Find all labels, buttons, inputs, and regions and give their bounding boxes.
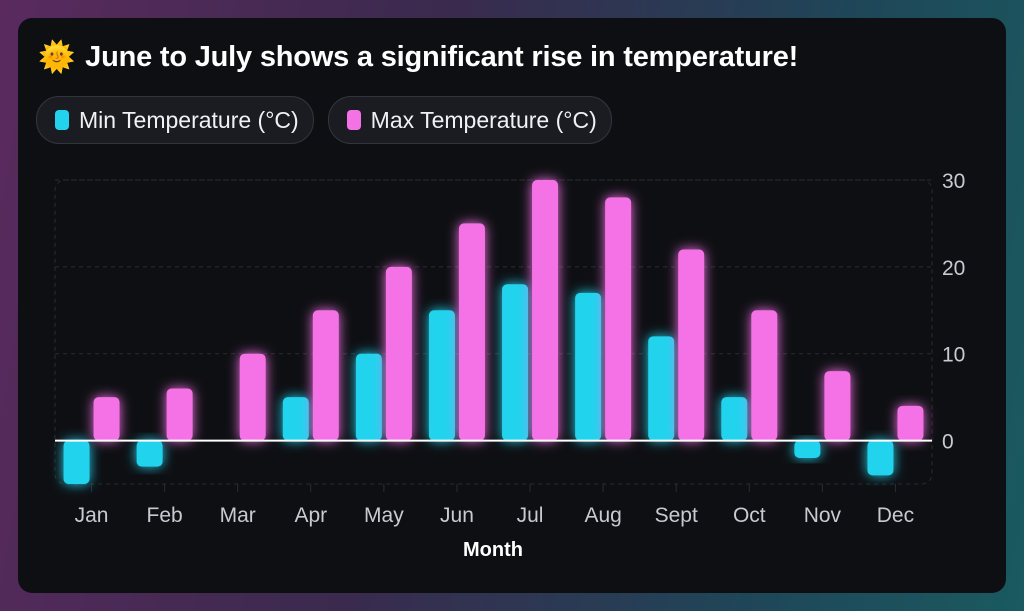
x-tick-label: Aug bbox=[584, 504, 621, 527]
bar-max-nov bbox=[824, 371, 851, 441]
bar-min-oct bbox=[721, 397, 748, 441]
legend: Min Temperature (°C) Max Temperature (°C… bbox=[36, 96, 612, 144]
chart-title: 🌞 June to July shows a significant rise … bbox=[38, 40, 798, 75]
bar-max-sept bbox=[678, 249, 705, 441]
bar-min-jul bbox=[502, 284, 529, 441]
bar-max-jun bbox=[458, 223, 485, 441]
sun-with-face-icon: 🌞 bbox=[38, 41, 76, 74]
plot-frame bbox=[54, 179, 933, 485]
y-tick-label: 30 bbox=[942, 170, 965, 193]
x-tick-label: Oct bbox=[733, 504, 766, 527]
y-tick-label: 0 bbox=[942, 431, 954, 454]
x-axis-label: Month bbox=[463, 539, 523, 561]
legend-item-max[interactable]: Max Temperature (°C) bbox=[327, 96, 612, 144]
legend-label-max: Max Temperature (°C) bbox=[370, 106, 597, 133]
legend-item-min[interactable]: Min Temperature (°C) bbox=[36, 96, 314, 144]
bar-min-jan bbox=[63, 440, 90, 484]
x-tick-label: Sept bbox=[655, 504, 698, 527]
bar-min-may bbox=[355, 353, 382, 441]
bar-min-feb bbox=[136, 440, 163, 467]
bar-max-apr bbox=[312, 310, 339, 441]
bar-max-aug bbox=[605, 197, 632, 441]
y-tick-label: 20 bbox=[942, 257, 965, 280]
x-tick-label: Dec bbox=[877, 504, 914, 527]
bar-max-mar bbox=[239, 353, 266, 441]
legend-label-min: Min Temperature (°C) bbox=[79, 106, 299, 133]
bar-max-jul bbox=[532, 180, 559, 441]
chart-title-text: June to July shows a significant rise in… bbox=[85, 41, 799, 73]
bar-max-feb bbox=[166, 388, 193, 441]
x-tick-label: Jan bbox=[75, 504, 109, 527]
bar-max-jan bbox=[93, 397, 120, 441]
y-tick-label: 10 bbox=[942, 344, 965, 367]
bar-min-sept bbox=[648, 336, 675, 441]
x-tick-label: Mar bbox=[220, 504, 256, 527]
legend-swatch-max bbox=[346, 110, 361, 130]
bar-min-jun bbox=[428, 310, 455, 441]
x-tick-label: May bbox=[364, 504, 404, 527]
bar-min-nov bbox=[794, 440, 821, 458]
x-tick-label: Jul bbox=[517, 504, 544, 527]
legend-swatch-min bbox=[55, 110, 69, 130]
bar-min-apr bbox=[282, 397, 309, 441]
x-tick-label: Apr bbox=[294, 504, 327, 527]
x-tick-label: Nov bbox=[804, 504, 842, 527]
bar-max-dec bbox=[897, 405, 924, 441]
x-tick-label: Feb bbox=[147, 504, 183, 527]
x-tick-label: Jun bbox=[440, 504, 474, 527]
bar-min-dec bbox=[867, 440, 894, 476]
bar-max-oct bbox=[751, 310, 778, 441]
bar-max-may bbox=[385, 266, 412, 441]
bar-min-aug bbox=[575, 292, 602, 441]
